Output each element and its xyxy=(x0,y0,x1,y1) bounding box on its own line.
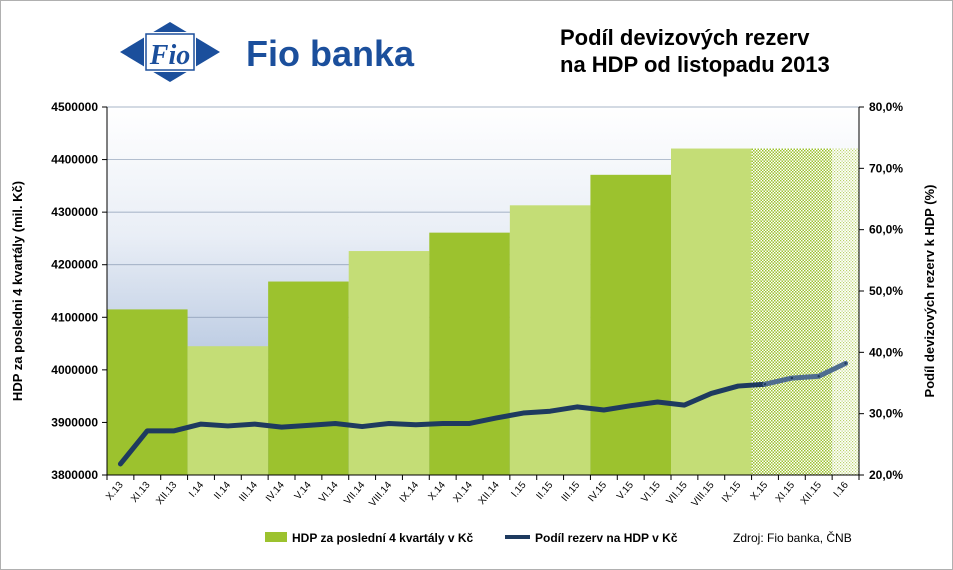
y2-tick-label: 80,0% xyxy=(869,100,903,114)
bar-9 xyxy=(832,148,859,475)
chart-title-line1: Podíl devizových rezerv xyxy=(560,25,810,50)
y2-tick-label: 60,0% xyxy=(869,223,903,237)
y2-tick-label: 30,0% xyxy=(869,407,903,421)
line-point-1 xyxy=(146,429,149,433)
line-point-19 xyxy=(629,404,632,407)
chart-title: Podíl devizových rezerv na HDP od listop… xyxy=(560,24,860,78)
y-tick-label: 4300000 xyxy=(51,205,98,219)
y-tick-label: 4500000 xyxy=(51,100,98,114)
y2-tick-label: 70,0% xyxy=(869,161,903,175)
bar-3 xyxy=(348,251,430,475)
axes xyxy=(102,106,864,480)
logo-text: Fio banka xyxy=(246,33,415,74)
source-note: Zdroj: Fio banka, ČNB xyxy=(733,530,852,545)
legend-swatch-bars xyxy=(265,532,287,542)
line-point-20 xyxy=(656,400,659,404)
bar-8 xyxy=(751,148,833,475)
line-point-18 xyxy=(602,408,606,412)
y-tick-label: 3900000 xyxy=(51,415,98,429)
y2-axis-title: Podíl devizových rezerv k HDP (%) xyxy=(922,185,937,398)
line-point-5 xyxy=(253,422,256,426)
line-point-14 xyxy=(495,416,498,420)
y-tick-labels: 3800000 3900000 4000000 4100000 4200000 43000… xyxy=(51,100,98,482)
y2-tick-label: 20,0% xyxy=(869,468,903,482)
line-point-13 xyxy=(468,422,471,425)
line-point-25 xyxy=(790,376,794,380)
line-point-22 xyxy=(710,392,713,395)
line-point-11 xyxy=(414,423,418,426)
chart-title-line2: na HDP od listopadu 2013 xyxy=(560,52,830,77)
line-point-10 xyxy=(387,422,391,425)
fio-emblem-icon: Fio xyxy=(120,22,220,82)
line-point-8 xyxy=(334,422,337,425)
y-tick-label: 4400000 xyxy=(51,153,98,167)
legend-label-line: Podíl rezerv na HDP v Kč xyxy=(535,531,678,545)
line-point-24 xyxy=(763,383,767,386)
bar-7 xyxy=(671,148,752,475)
line-point-0 xyxy=(119,462,122,466)
line-point-2 xyxy=(172,429,176,433)
series-line-forecast xyxy=(762,360,849,387)
line-point-27 xyxy=(844,362,847,365)
y-tick-label: 4000000 xyxy=(51,363,98,377)
y-tick-label: 3800000 xyxy=(51,468,98,482)
bar-0 xyxy=(107,309,188,475)
bar-6 xyxy=(590,174,671,475)
line-point-4 xyxy=(226,424,230,428)
y-axis-title: HDP za posledni 4 kvartály (mil. Kč) xyxy=(10,181,25,401)
line-point-15 xyxy=(522,411,525,415)
line-layer xyxy=(117,360,849,467)
legend-label-bars: HDP za poslední 4 kvartály v Kč xyxy=(292,531,474,545)
bar-5 xyxy=(509,205,591,475)
bar-1 xyxy=(187,346,269,475)
line-point-21 xyxy=(683,403,686,407)
line-point-9 xyxy=(360,425,364,428)
y2-tick-labels: 20,0% 30,0% 40,0% 50,0% 60,0% 70,0% 80,0% xyxy=(869,100,903,482)
bars xyxy=(107,148,859,475)
bar-4 xyxy=(429,232,510,475)
fio-banka-logo: Fio Fio banka xyxy=(120,22,415,82)
bar-2 xyxy=(268,281,349,475)
y-tick-label: 4200000 xyxy=(51,258,98,272)
line-point-7 xyxy=(307,424,310,427)
line-point-16 xyxy=(548,410,552,413)
y2-tick-label: 50,0% xyxy=(869,284,903,298)
line-point-26 xyxy=(817,375,820,378)
line-point-23 xyxy=(736,384,740,388)
line-point-17 xyxy=(575,405,579,409)
logo-emblem-text: Fio xyxy=(149,40,190,71)
line-point-6 xyxy=(280,425,283,429)
y2-tick-label: 40,0% xyxy=(869,345,903,359)
line-point-3 xyxy=(199,422,203,426)
line-point-12 xyxy=(441,422,444,425)
y-tick-label: 4100000 xyxy=(51,310,98,324)
